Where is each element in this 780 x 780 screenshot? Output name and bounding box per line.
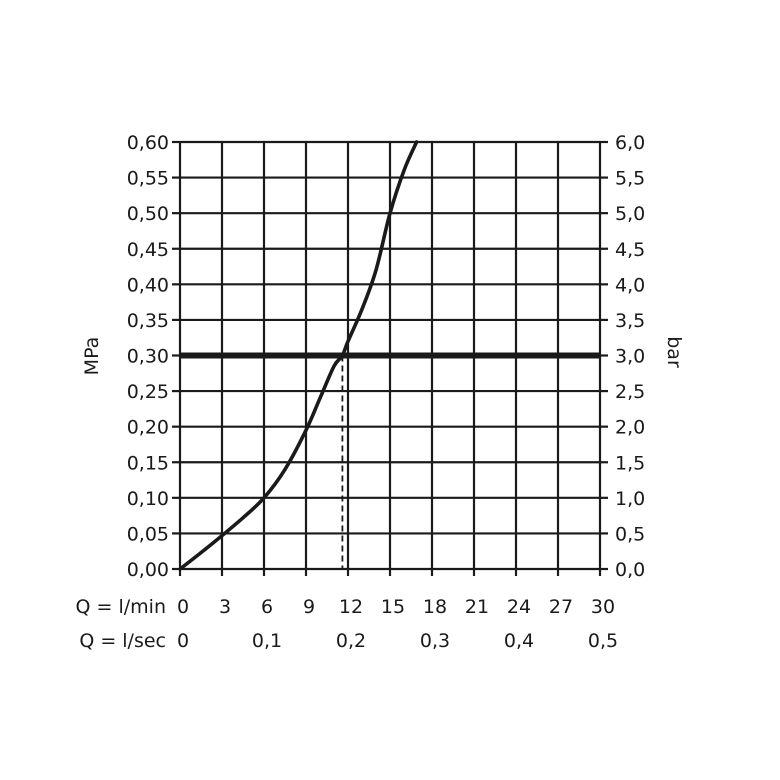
- x-tick-label-lmin: 0: [177, 596, 189, 618]
- y-tick-label-right: 2,5: [615, 381, 645, 403]
- x-tick-label-lsec: 0,5: [588, 630, 618, 652]
- reference-line-group: [180, 352, 600, 569]
- y-tick-label-right: 3,5: [615, 310, 645, 332]
- x-tick-label-lsec: 0: [177, 630, 189, 652]
- y-tick-label-left: 0,25: [127, 381, 169, 403]
- y-axis-label-right: bar: [663, 336, 685, 368]
- x-axis-label-lmin: Q = l/min: [76, 596, 166, 618]
- x-tick-label-lmin: 24: [507, 596, 531, 618]
- y-tick-label-left: 0,05: [127, 523, 169, 545]
- y-tick-label-right: 0,0: [615, 559, 645, 581]
- x-tick-label-lmin: 9: [303, 596, 315, 618]
- y-tick-label-left: 0,10: [127, 488, 169, 510]
- y-tick-label-left: 0,45: [127, 239, 169, 261]
- y-tick-label-right: 1,0: [615, 488, 645, 510]
- x-axis-lmin-ticks: 0 3 6 9 12 15 18 21 24 27 30: [177, 596, 615, 618]
- y-tick-label-right: 6,0: [615, 132, 645, 154]
- y-tick-label-right: 4,5: [615, 239, 645, 261]
- y-tick-label-left: 0,15: [127, 452, 169, 474]
- x-tick-label-lmin: 30: [591, 596, 615, 618]
- y-tick-label-left: 0,30: [127, 346, 169, 368]
- y-tick-label-left: 0,55: [127, 168, 169, 190]
- x-tick-label-lmin: 27: [549, 596, 573, 618]
- y-tick-label-left: 0,40: [127, 274, 169, 296]
- y-tick-label-right: 5,5: [615, 168, 645, 190]
- x-tick-label-lsec: 0,1: [252, 630, 282, 652]
- x-tick-label-lmin: 18: [423, 596, 447, 618]
- x-axis-lsec-ticks: 0 0,1 0,2 0,3 0,4 0,5: [177, 630, 618, 652]
- right-axis-ticks: 0,0 0,5 1,0 1,5 2,0 2,5 3,0 3,5 4,0 4,5 5,0 5,5 6,0: [615, 132, 645, 581]
- left-axis-ticks: 0,00 0,05 0,10 0,15 0,20 0,25 0,30 0,35 0,40 0,45…: [127, 132, 169, 581]
- x-axis-label-lsec: Q = l/sec: [79, 630, 166, 652]
- y-tick-label-right: 0,5: [615, 523, 645, 545]
- x-tick-label-lmin: 12: [339, 596, 363, 618]
- y-tick-label-right: 5,0: [615, 203, 645, 225]
- x-tick-label-lmin: 21: [465, 596, 489, 618]
- y-tick-label-right: 3,0: [615, 346, 645, 368]
- x-tick-label-lsec: 0,3: [420, 630, 450, 652]
- y-tick-label-left: 0,20: [127, 417, 169, 439]
- x-tick-label-lmin: 3: [219, 596, 231, 618]
- y-tick-label-left: 0,35: [127, 310, 169, 332]
- y-axis-label-left: MPa: [81, 337, 103, 376]
- y-tick-label-right: 2,0: [615, 417, 645, 439]
- y-tick-label-right: 4,0: [615, 274, 645, 296]
- y-tick-label-left: 0,60: [127, 132, 169, 154]
- x-tick-label-lsec: 0,2: [336, 630, 366, 652]
- x-tick-label-lmin: 15: [381, 596, 405, 618]
- y-tick-label-left: 0,00: [127, 559, 169, 581]
- curve-group: [178, 140, 419, 571]
- y-tick-label-left: 0,50: [127, 203, 169, 225]
- flow-curve: [178, 140, 419, 571]
- x-tick-label-lmin: 6: [261, 596, 273, 618]
- x-tick-label-lsec: 0,4: [504, 630, 534, 652]
- y-tick-label-right: 1,5: [615, 452, 645, 474]
